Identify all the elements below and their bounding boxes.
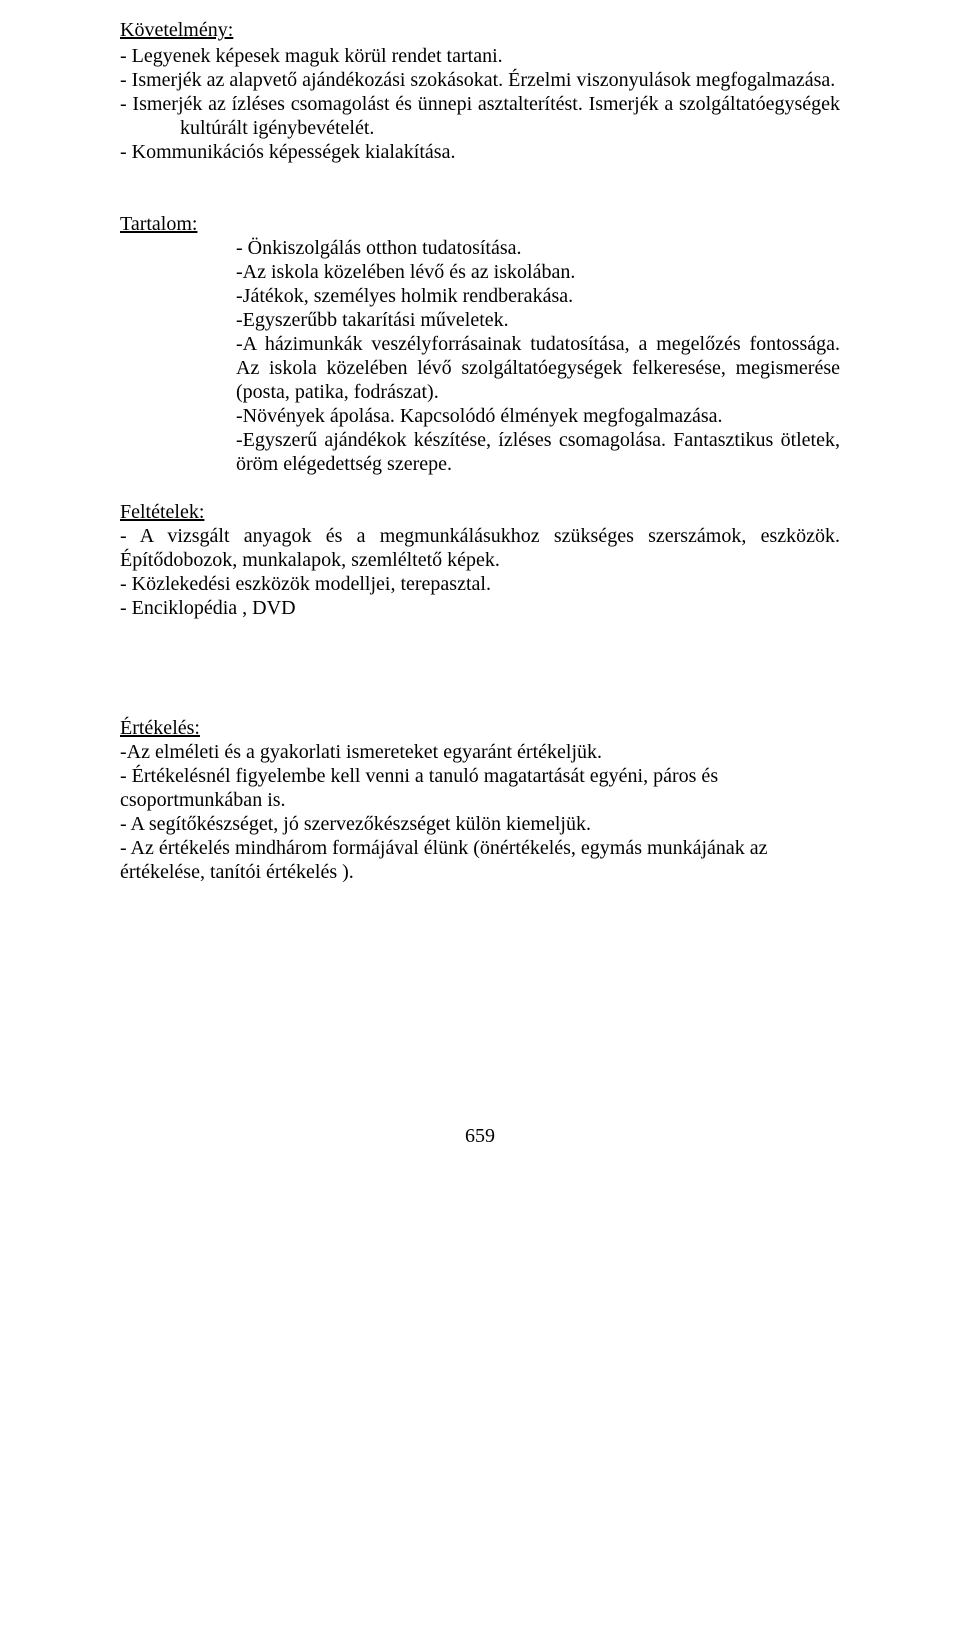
kovetelmeny-item: - Ismerjék az ízléses csomagolást és ünn… [120,92,840,140]
kovetelmeny-heading: Követelmény: [120,18,840,42]
feltetelek-line: - A vizsgált anyagok és a megmunkálásukh… [120,524,840,572]
tartalom-line: -Egyszerű ajándékok készítése, ízléses c… [236,428,840,476]
ertekeles-line: -Az elméleti és a gyakorlati ismereteket… [120,740,840,764]
feltetelek-line: - Közlekedési eszközök modelljei, terepa… [120,572,840,596]
ertekeles-line: - A segítőkészséget, jó szervezőkészsége… [120,812,840,836]
tartalom-first-bullet: - Önkiszolgálás otthon tudatosítása. [120,236,840,260]
ertekeles-body: -Az elméleti és a gyakorlati ismereteket… [120,740,840,884]
tartalom-line: -Növények ápolása. Kapcsolódó élmények m… [236,404,840,428]
tartalom-line: -Egyszerűbb takarítási műveletek. [236,308,840,332]
tartalom-heading: Tartalom: [120,212,840,236]
tartalom-line: -Az iskola közelében lévő és az iskolába… [236,260,840,284]
ertekeles-line: - Az értékelés mindhárom formájával élün… [120,836,840,884]
document-page: Követelmény: - Legyenek képesek maguk kö… [120,18,840,1148]
feltetelek-line: - Enciklopédia , DVD [120,596,840,620]
feltetelek-heading: Feltételek: [120,500,840,524]
feltetelek-body: - A vizsgált anyagok és a megmunkálásukh… [120,524,840,620]
page-number: 659 [120,1124,840,1148]
kovetelmeny-item: - Kommunikációs képességek kialakítása. [120,140,840,164]
kovetelmeny-list: - Legyenek képesek maguk körül rendet ta… [120,44,840,164]
ertekeles-line: - Értékelésnél figyelembe kell venni a t… [120,764,840,812]
ertekeles-heading: Értékelés: [120,716,840,740]
kovetelmeny-item: - Legyenek képesek maguk körül rendet ta… [120,44,840,68]
tartalom-body: -Az iskola közelében lévő és az iskolába… [120,260,840,476]
kovetelmeny-item: - Ismerjék az alapvető ajándékozási szok… [120,68,840,92]
tartalom-line: -Játékok, személyes holmik rendberakása. [236,284,840,308]
tartalom-line: -A házimunkák veszélyforrásainak tudatos… [236,332,840,404]
